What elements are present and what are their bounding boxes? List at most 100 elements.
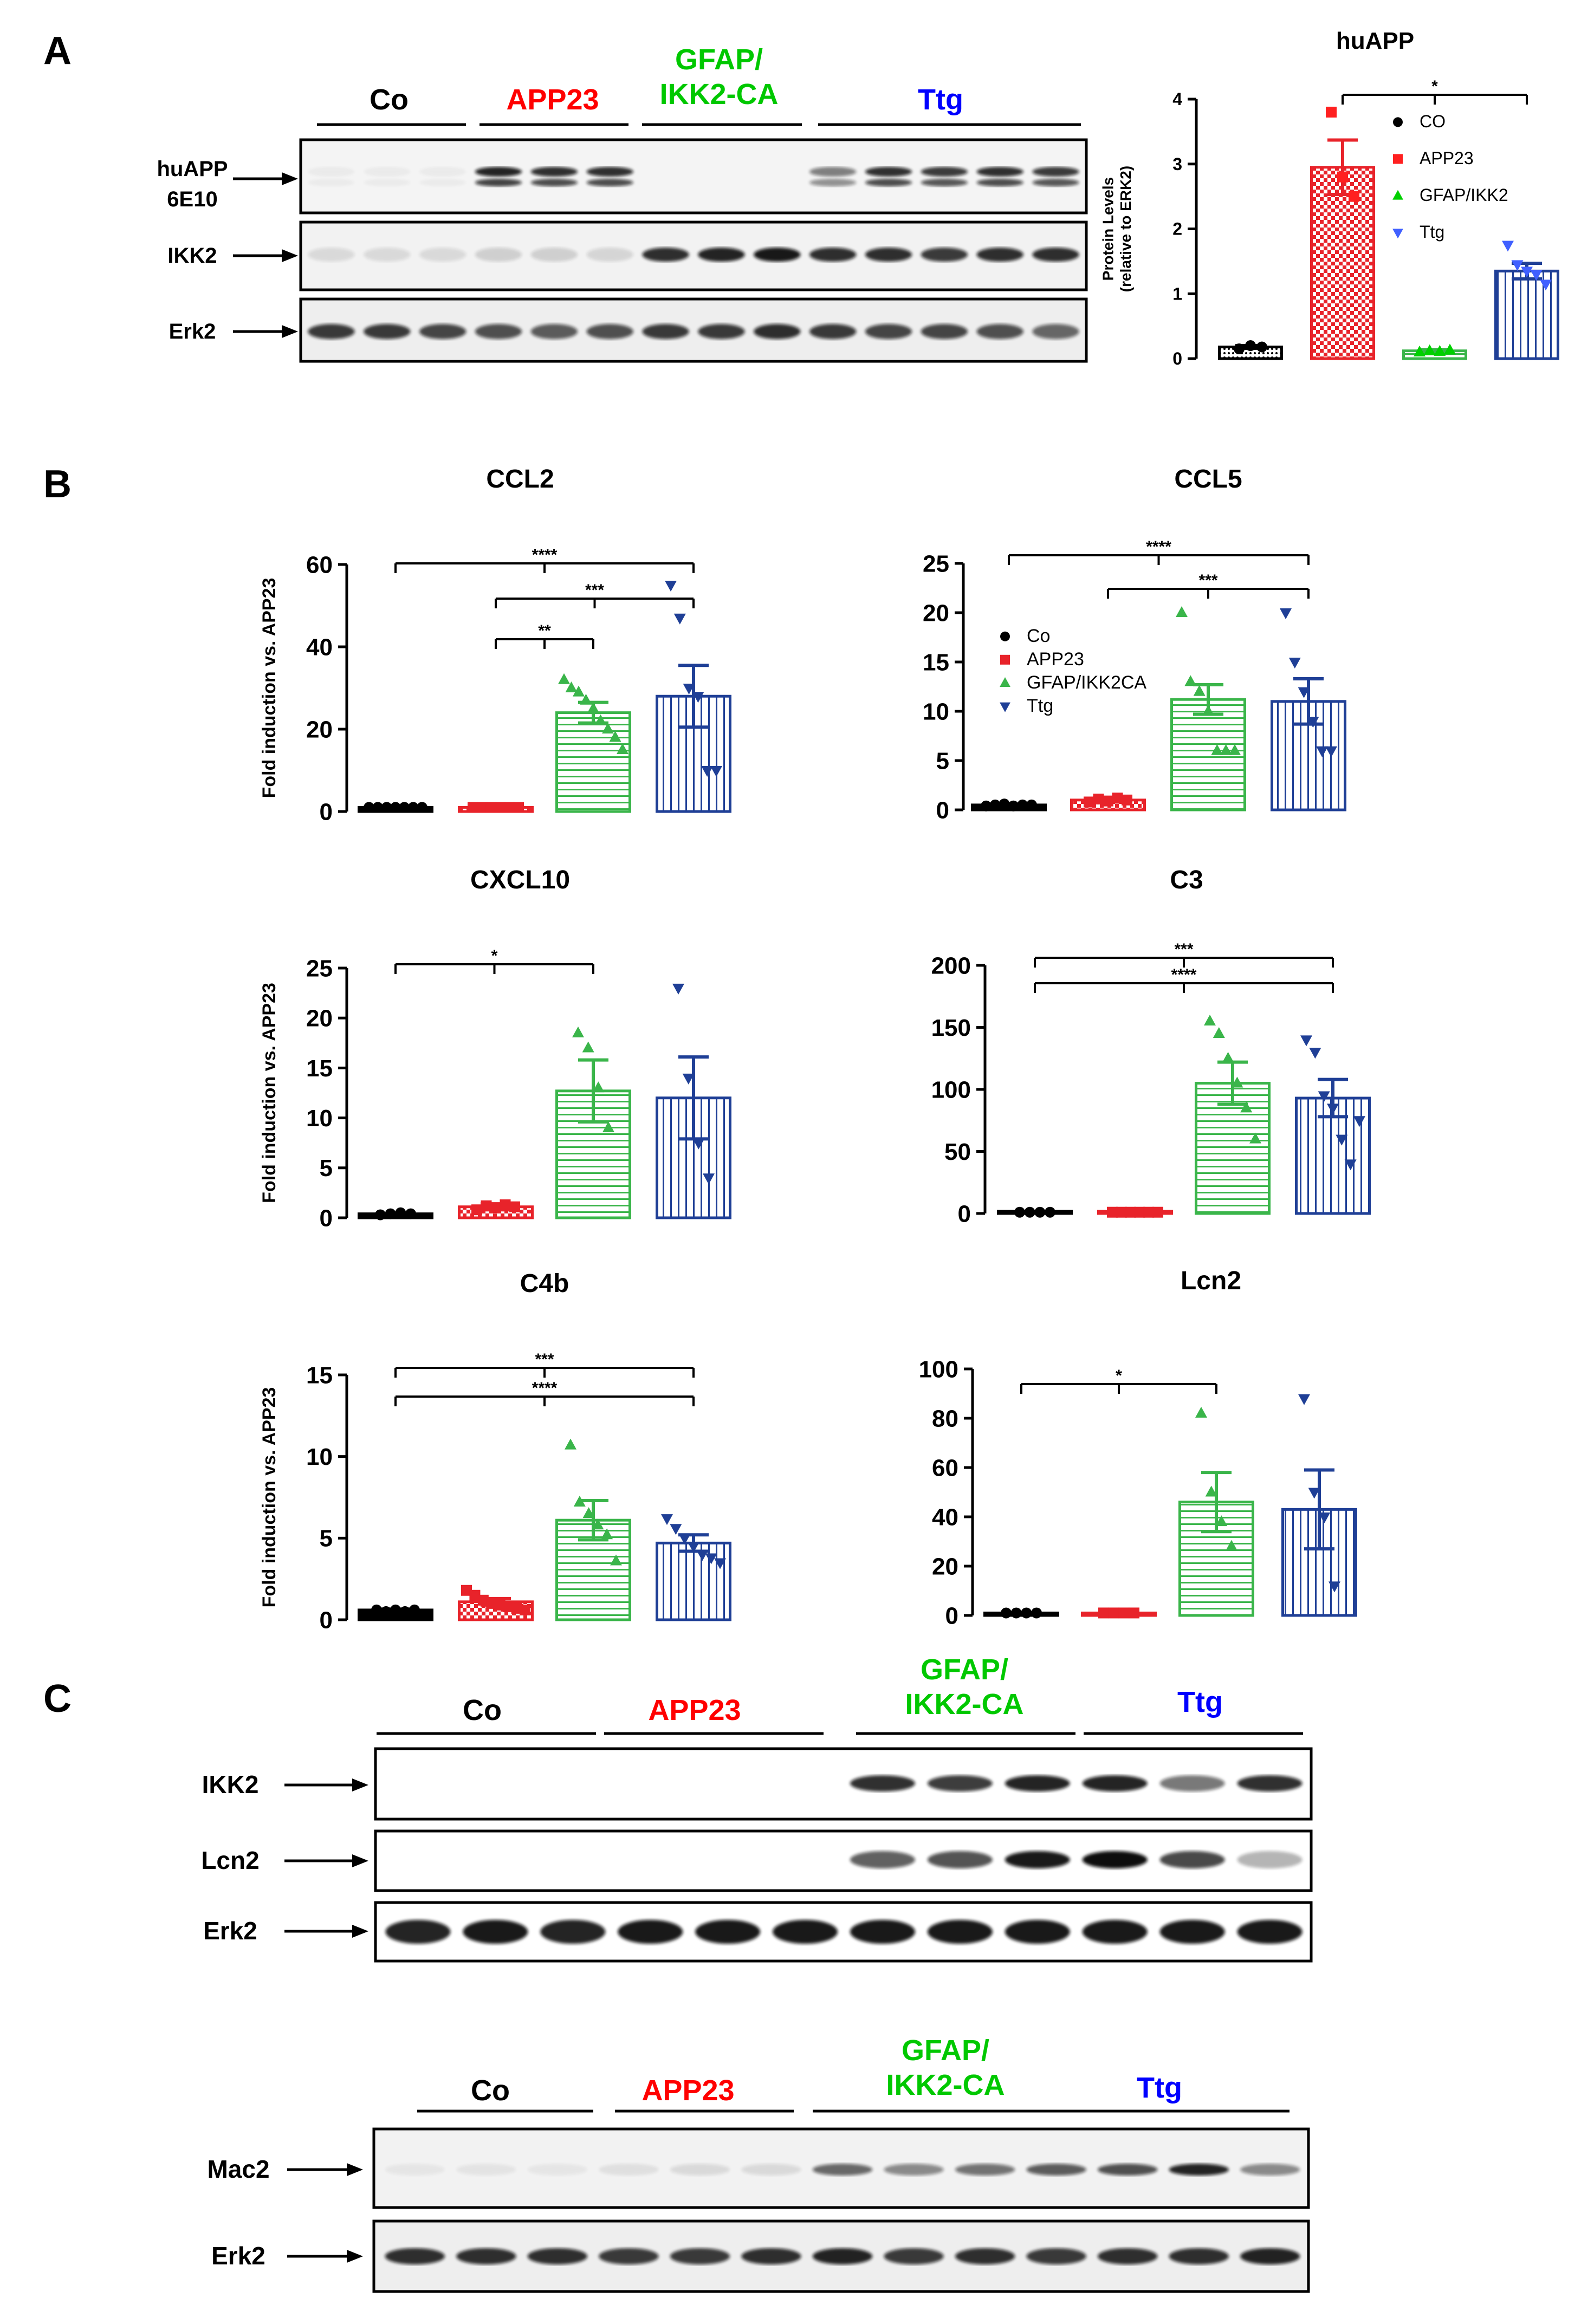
- data-point: [1327, 1103, 1339, 1115]
- data-point: [1298, 687, 1310, 698]
- data-point: [1434, 345, 1446, 356]
- y-tick-label: 100: [919, 1356, 958, 1382]
- sig-label: ***: [1174, 940, 1193, 958]
- blot-c2-group-co: Co: [471, 2074, 510, 2107]
- y-tick-label: 20: [306, 716, 333, 743]
- y-tick-label: 150: [931, 1015, 971, 1041]
- blot-band: [865, 178, 912, 187]
- blot-band: [586, 178, 633, 187]
- data-point: [672, 983, 684, 995]
- blot-c1-row-label: Erk2: [203, 1917, 257, 1945]
- data-point: [1318, 1512, 1331, 1523]
- blot-band: [308, 324, 355, 339]
- y-tick-label: 80: [932, 1405, 958, 1432]
- y-axis-label: Fold induction vs. APP23: [259, 578, 280, 799]
- data-point: [1108, 1607, 1119, 1619]
- data-point: [509, 1201, 520, 1212]
- data-point: [511, 1602, 522, 1614]
- blot-band: [419, 248, 466, 262]
- blot-band: [456, 2164, 516, 2176]
- y-tick-label: 0: [1172, 349, 1182, 368]
- blot-a-group-ttg: Ttg: [918, 83, 963, 116]
- y-tick-label: 40: [306, 634, 333, 660]
- blot-band: [475, 167, 522, 177]
- data-point: [375, 1209, 386, 1221]
- blot-band: [698, 248, 745, 262]
- data-point: [981, 800, 992, 812]
- blot-a-strip-ikk2: [299, 220, 1088, 291]
- blot-band: [809, 248, 857, 262]
- data-point: [1010, 1607, 1022, 1619]
- y-axis-label: Fold induction vs. APP23: [259, 983, 280, 1203]
- y-tick-label: 20: [932, 1553, 958, 1580]
- data-point: [673, 613, 686, 625]
- bar: [555, 711, 631, 813]
- data-point: [1112, 793, 1123, 804]
- blot-band: [364, 179, 410, 186]
- western-blot-c2: Co APP23 GFAP/IKK2-CA Ttg Mac2 Erk2: [207, 2034, 1310, 2293]
- data-point: [692, 1138, 705, 1150]
- data-point: [1353, 1116, 1365, 1127]
- y-tick-label: 0: [320, 1205, 333, 1231]
- blot-band: [1082, 1920, 1148, 1944]
- data-point: [1234, 343, 1245, 355]
- sig-label: ***: [1198, 572, 1217, 589]
- data-point: [580, 693, 592, 705]
- blot-band: [530, 248, 578, 262]
- data-point: [1021, 1607, 1032, 1619]
- blot-band: [850, 1920, 915, 1944]
- blot-band: [419, 324, 466, 339]
- data-point: [602, 723, 614, 733]
- data-point: [1193, 685, 1206, 696]
- legend-label: GFAP/IKK2: [1420, 185, 1508, 205]
- data-point: [1118, 1607, 1130, 1619]
- data-point: [670, 1524, 682, 1535]
- data-point: [1213, 1027, 1225, 1038]
- y-tick-label: 10: [306, 1444, 333, 1470]
- blot-a-group-gfap: GFAP/IKK2-CA: [659, 43, 778, 111]
- y-tick-label: 200: [931, 952, 971, 979]
- blot-band: [1097, 2248, 1158, 2264]
- data-point: [1184, 675, 1197, 686]
- data-point: [1249, 1132, 1261, 1144]
- y-tick-label: 0: [945, 1602, 958, 1629]
- data-point: [705, 1553, 717, 1565]
- data-point: [592, 1518, 604, 1530]
- data-point: [582, 1507, 595, 1518]
- blot-band: [1032, 324, 1079, 339]
- chart-title: Lcn2: [1181, 1267, 1241, 1295]
- data-point: [1103, 795, 1113, 807]
- blot-band: [385, 1920, 451, 1944]
- data-point: [1511, 260, 1524, 271]
- blot-band: [695, 1920, 761, 1944]
- data-point: [399, 1606, 411, 1617]
- blot-band: [1237, 1920, 1303, 1944]
- blot-band: [364, 248, 411, 262]
- blot-band: [419, 179, 466, 186]
- data-point: [609, 731, 621, 742]
- blot-band: [642, 248, 689, 262]
- data-point: [558, 673, 570, 684]
- data-point: [1423, 344, 1436, 355]
- blot-band: [1169, 2248, 1229, 2264]
- panel-label-b: B: [43, 463, 72, 506]
- blot-band: [1032, 178, 1079, 187]
- data-point: [1308, 1488, 1320, 1499]
- blot-band: [475, 248, 522, 262]
- arrow-head-icon: [352, 1854, 368, 1867]
- chart-title: CXCL10: [470, 866, 570, 894]
- data-point: [1211, 744, 1223, 755]
- blot-band: [773, 1920, 838, 1944]
- blot-band: [741, 2164, 801, 2176]
- sig-label: ****: [1146, 538, 1171, 556]
- y-tick-label: 20: [923, 600, 949, 626]
- data-point: [1240, 1101, 1253, 1113]
- data-point: [1444, 343, 1456, 355]
- data-point: [468, 802, 478, 813]
- data-point: [1414, 346, 1425, 357]
- blot-band: [1237, 1851, 1303, 1868]
- blot-band: [586, 248, 633, 262]
- data-point: [504, 802, 515, 813]
- data-point: [1045, 1206, 1055, 1218]
- data-point: [1176, 606, 1188, 617]
